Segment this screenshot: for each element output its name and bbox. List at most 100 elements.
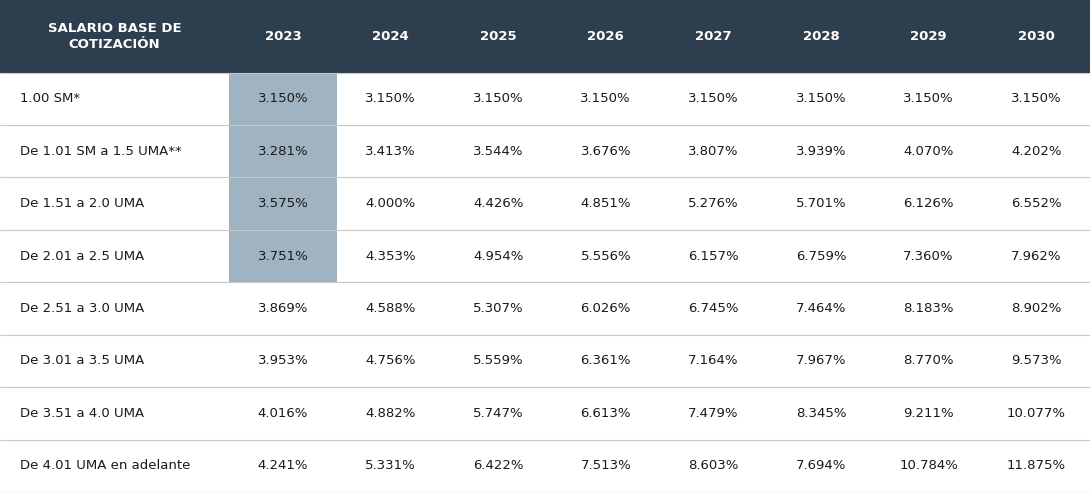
Text: De 3.51 a 4.0 UMA: De 3.51 a 4.0 UMA	[20, 407, 144, 420]
Text: 8.902%: 8.902%	[1012, 302, 1062, 315]
Text: 8.183%: 8.183%	[904, 302, 954, 315]
Text: 6.157%: 6.157%	[688, 249, 739, 263]
Bar	[767, 335, 875, 387]
Bar	[982, 387, 1090, 439]
Text: De 2.01 a 2.5 UMA: De 2.01 a 2.5 UMA	[20, 249, 144, 263]
Text: 5.559%: 5.559%	[473, 354, 523, 368]
Text: 5.307%: 5.307%	[473, 302, 523, 315]
Text: 4.588%: 4.588%	[365, 302, 415, 315]
Bar	[337, 282, 445, 335]
Text: 7.967%: 7.967%	[796, 354, 846, 368]
Bar	[229, 0, 337, 73]
Text: 2024: 2024	[372, 30, 409, 43]
Text: 3.676%: 3.676%	[581, 145, 631, 158]
Bar	[982, 230, 1090, 282]
Text: 9.211%: 9.211%	[904, 407, 954, 420]
Bar	[982, 125, 1090, 178]
Bar	[767, 0, 875, 73]
Text: 2026: 2026	[588, 30, 625, 43]
Bar	[0, 439, 229, 492]
Bar	[0, 73, 229, 125]
Text: 8.603%: 8.603%	[688, 460, 739, 472]
Bar	[445, 73, 552, 125]
Text: 3.807%: 3.807%	[688, 145, 739, 158]
Bar	[337, 387, 445, 439]
Text: 5.701%: 5.701%	[796, 197, 846, 210]
Bar	[0, 0, 229, 73]
Bar	[552, 125, 659, 178]
Text: 5.747%: 5.747%	[473, 407, 523, 420]
Bar	[445, 335, 552, 387]
Bar	[229, 335, 337, 387]
Text: 6.422%: 6.422%	[473, 460, 523, 472]
Bar	[229, 282, 337, 335]
Text: 5.556%: 5.556%	[581, 249, 631, 263]
Bar	[0, 282, 229, 335]
Text: 10.784%: 10.784%	[899, 460, 958, 472]
Text: 4.070%: 4.070%	[904, 145, 954, 158]
Text: 4.241%: 4.241%	[257, 460, 308, 472]
Text: 3.150%: 3.150%	[904, 92, 954, 105]
Bar	[229, 439, 337, 492]
Text: SALARIO BASE DE
COTIZACIÓN: SALARIO BASE DE COTIZACIÓN	[48, 22, 181, 51]
Text: De 4.01 UMA en adelante: De 4.01 UMA en adelante	[20, 460, 190, 472]
Bar	[659, 282, 767, 335]
Text: 7.164%: 7.164%	[688, 354, 739, 368]
Bar	[659, 125, 767, 178]
Bar	[982, 178, 1090, 230]
Bar	[659, 0, 767, 73]
Bar	[337, 439, 445, 492]
Bar	[875, 387, 982, 439]
Text: 6.552%: 6.552%	[1010, 197, 1062, 210]
Text: 7.360%: 7.360%	[904, 249, 954, 263]
Bar	[445, 282, 552, 335]
Bar	[229, 387, 337, 439]
Text: 3.575%: 3.575%	[257, 197, 308, 210]
Text: De 1.51 a 2.0 UMA: De 1.51 a 2.0 UMA	[20, 197, 144, 210]
Text: 3.150%: 3.150%	[1010, 92, 1062, 105]
Bar	[445, 230, 552, 282]
Bar	[552, 439, 659, 492]
Bar	[767, 125, 875, 178]
Bar	[337, 73, 445, 125]
Text: 6.759%: 6.759%	[796, 249, 846, 263]
Bar	[337, 230, 445, 282]
Bar	[445, 0, 552, 73]
Bar	[337, 335, 445, 387]
Bar	[767, 282, 875, 335]
Text: 3.150%: 3.150%	[688, 92, 739, 105]
Bar	[875, 230, 982, 282]
Text: 10.077%: 10.077%	[1007, 407, 1066, 420]
Bar	[767, 387, 875, 439]
Bar	[337, 0, 445, 73]
Bar	[445, 439, 552, 492]
Text: 4.882%: 4.882%	[365, 407, 415, 420]
Text: 4.954%: 4.954%	[473, 249, 523, 263]
Text: 2030: 2030	[1018, 30, 1055, 43]
Bar	[659, 335, 767, 387]
Bar	[229, 125, 337, 178]
Bar	[229, 73, 337, 125]
Bar	[445, 387, 552, 439]
Bar	[659, 387, 767, 439]
Bar	[552, 230, 659, 282]
Text: 2027: 2027	[695, 30, 731, 43]
Text: 3.150%: 3.150%	[257, 92, 308, 105]
Text: 1.00 SM*: 1.00 SM*	[20, 92, 80, 105]
Bar	[0, 125, 229, 178]
Text: 5.276%: 5.276%	[688, 197, 739, 210]
Text: 4.202%: 4.202%	[1010, 145, 1062, 158]
Text: 8.345%: 8.345%	[796, 407, 846, 420]
Bar	[445, 125, 552, 178]
Bar	[552, 73, 659, 125]
Bar	[982, 73, 1090, 125]
Text: 4.851%: 4.851%	[581, 197, 631, 210]
Text: 2023: 2023	[265, 30, 301, 43]
Bar	[552, 387, 659, 439]
Text: 3.150%: 3.150%	[796, 92, 846, 105]
Text: 6.361%: 6.361%	[581, 354, 631, 368]
Bar	[875, 73, 982, 125]
Text: 8.770%: 8.770%	[904, 354, 954, 368]
Text: 3.413%: 3.413%	[365, 145, 416, 158]
Text: 4.000%: 4.000%	[365, 197, 415, 210]
